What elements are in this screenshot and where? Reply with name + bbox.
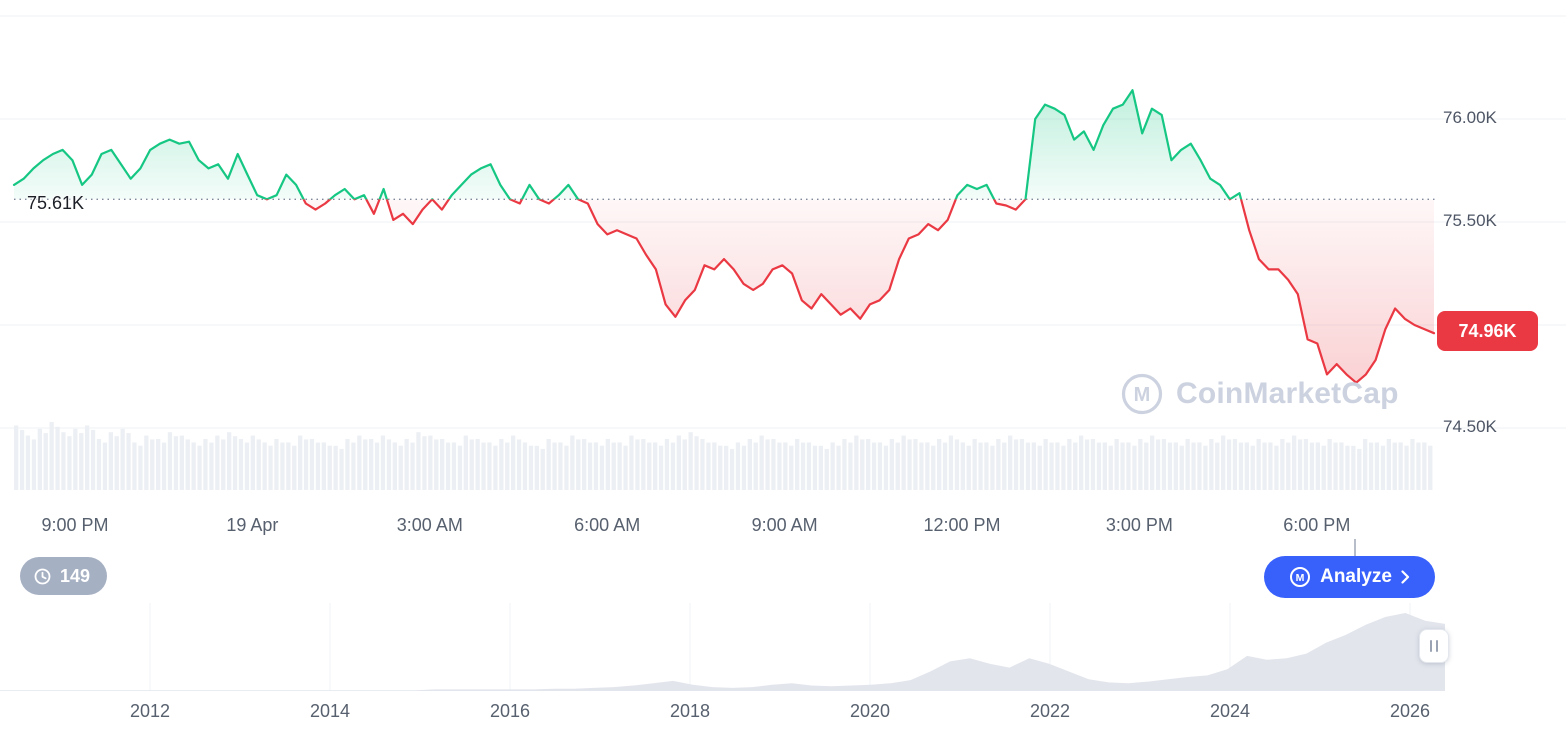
year-tick-label: 2018 [669, 701, 711, 721]
year-tick-label: 2016 [489, 701, 531, 721]
current-time-marker [1354, 539, 1356, 556]
y-axis-tick-label: 75.50K [1443, 211, 1497, 230]
cmc-analyze-icon: M [1289, 566, 1311, 588]
y-axis-tick-label: 74.50K [1443, 417, 1497, 436]
analyze-button-label: Analyze [1320, 566, 1392, 587]
price-volume-chart-svg[interactable] [0, 0, 1566, 500]
x-axis-tick-label: 3:00 PM [1105, 515, 1173, 535]
baseline-price-label: 75.61K [27, 193, 85, 213]
year-tick-label: 2014 [309, 701, 351, 721]
year-tick-label: 2020 [849, 701, 891, 721]
brush-pause-handle[interactable] [1419, 629, 1449, 663]
x-axis-tick-label: 9:00 PM [41, 515, 109, 535]
y-axis-tick-label: 76.00K [1443, 108, 1497, 127]
x-axis-tick-label: 6:00 PM [1283, 515, 1351, 535]
cmc-logo-icon: M [1120, 372, 1164, 416]
x-axis-tick-label: 12:00 PM [923, 515, 1001, 535]
history-clock-icon [33, 567, 52, 586]
history-count-badge[interactable]: 149 [20, 557, 108, 595]
history-count-label: 149 [60, 565, 91, 586]
year-tick-label: 2022 [1029, 701, 1071, 721]
chevron-right-icon [1401, 570, 1410, 584]
current-price-badge: 74.96K [1437, 311, 1538, 351]
year-tick-label: 2024 [1209, 701, 1251, 721]
x-axis-tick-label: 9:00 AM [751, 515, 818, 535]
analyze-button[interactable]: M Analyze [1264, 556, 1435, 598]
svg-text:M: M [1134, 384, 1151, 406]
pause-bar-icon [1430, 640, 1432, 652]
watermark: M CoinMarketCap [1120, 372, 1399, 416]
x-axis-tick-label: 6:00 AM [574, 515, 641, 535]
x-axis-tick-label: 19 Apr [226, 515, 279, 535]
year-tick-label: 2012 [129, 701, 171, 721]
svg-text:M: M [1296, 572, 1305, 584]
minimap-brush-svg[interactable] [0, 603, 1566, 695]
pause-bar-icon [1436, 640, 1438, 652]
year-tick-label: 2026 [1389, 701, 1431, 721]
x-axis-tick-label: 3:00 AM [396, 515, 463, 535]
cmc-watermark-text: CoinMarketCap [1176, 377, 1399, 410]
